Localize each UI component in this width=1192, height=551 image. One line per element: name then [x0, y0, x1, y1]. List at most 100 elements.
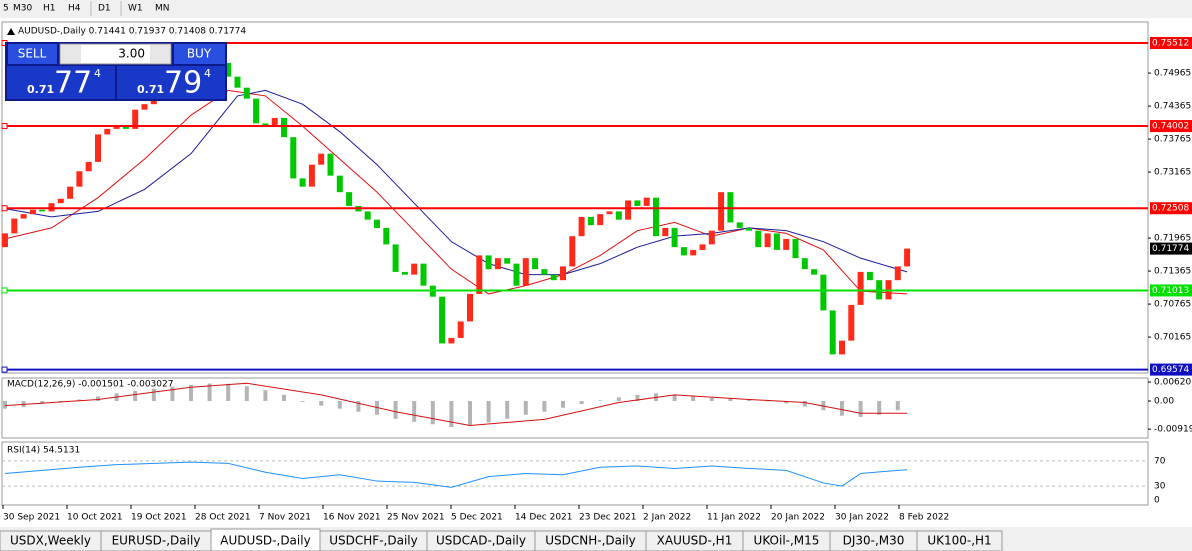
y-tick-label: 0.71965: [1154, 234, 1191, 244]
macd-bar: [802, 401, 807, 407]
macd-bar: [40, 401, 45, 405]
price-box[interactable]: [117, 66, 225, 99]
timeframe-button[interactable]: H4: [68, 4, 81, 14]
lot-down: [61, 45, 81, 63]
candle: [104, 128, 111, 135]
tab-label: EURUSD-,Daily: [112, 534, 201, 548]
candle: [894, 266, 901, 281]
macd-bar: [468, 401, 472, 426]
candle: [597, 214, 604, 226]
candle: [541, 269, 548, 275]
candle: [383, 227, 390, 245]
y-tick-label: 0.73165: [1154, 168, 1191, 178]
candle: [308, 164, 315, 187]
y-tick-label: 0.006201: [1154, 378, 1192, 388]
lot-up: [150, 45, 170, 63]
price-box[interactable]: [7, 66, 115, 99]
candle: [718, 192, 725, 231]
candle: [690, 249, 697, 256]
macd-bar: [542, 401, 547, 412]
level-label: 0.72508: [1152, 204, 1189, 214]
x-tick-label: 10 Oct 2021: [67, 513, 123, 523]
x-tick-label: 19 Oct 2021: [131, 513, 187, 523]
candle: [327, 153, 334, 176]
y-tick-label: 70: [1154, 456, 1166, 466]
candle: [262, 123, 269, 127]
candle: [476, 255, 483, 294]
macd-bar: [430, 401, 435, 425]
level-label: 0.75512: [1152, 39, 1189, 49]
tab-label: UKOil-,M15: [754, 534, 820, 548]
candle: [411, 263, 418, 275]
y-tick-label: 0.73765: [1154, 135, 1191, 145]
tab-label: USDX,Weekly: [10, 534, 91, 548]
timeframe-button[interactable]: H1: [43, 4, 56, 14]
candle: [643, 197, 650, 206]
x-tick-label: 25 Nov 2021: [387, 513, 445, 523]
price-fraction: 4: [204, 67, 211, 80]
level-label-box: [1150, 363, 1192, 376]
candle: [839, 340, 845, 355]
last-price-box: [1150, 242, 1192, 255]
candle: [401, 271, 408, 275]
tab-label: UK100-,H1: [927, 534, 991, 548]
x-tick-label: 14 Dec 2021: [515, 513, 573, 523]
candle: [76, 171, 83, 187]
lot-value: 3.00: [118, 47, 145, 61]
buy-button[interactable]: [174, 44, 225, 64]
rsi-panel: [1, 441, 1149, 506]
candle: [550, 274, 557, 281]
candle: [132, 109, 139, 129]
macd-bar: [133, 390, 138, 402]
macd-bar: [691, 396, 696, 402]
y-tick-label: 0.70165: [1154, 333, 1191, 343]
candle: [494, 258, 501, 270]
price-big: 0.71: [27, 83, 54, 96]
macd-bar: [486, 401, 491, 423]
level-label: 0.74002: [1152, 122, 1189, 132]
level-label: 0.69574: [1152, 365, 1189, 375]
timeframe-button[interactable]: 5: [3, 4, 9, 14]
macd-bar: [263, 390, 268, 402]
timeframe-button[interactable]: W1: [128, 4, 143, 14]
macd-bar: [244, 386, 249, 402]
rsi-line: [4, 461, 908, 488]
candle: [85, 161, 92, 172]
candle: [57, 198, 64, 204]
macd-bar: [226, 383, 231, 402]
timeframe-button[interactable]: MN: [155, 4, 170, 14]
candle: [467, 293, 473, 322]
tab[interactable]: [916, 530, 1003, 551]
sell-button[interactable]: [8, 44, 57, 64]
candle: [904, 248, 911, 267]
candle: [671, 227, 678, 248]
tab-label: USDCHF-,Daily: [329, 534, 417, 548]
candle: [336, 175, 343, 193]
x-tick-label: 2 Jan 2022: [643, 513, 691, 523]
macd-bar: [635, 394, 640, 402]
macd-bar: [747, 399, 751, 402]
candle: [522, 258, 529, 286]
macd-title: MACD(12,26,9) -0.001501 -0.003027: [7, 380, 173, 390]
candle: [290, 137, 297, 179]
candle: [848, 304, 855, 341]
timeframe-button[interactable]: D1: [98, 4, 111, 14]
x-tick-label: 30 Sep 2021: [3, 513, 60, 523]
candle: [392, 244, 399, 272]
tab-label: USDCNH-,Daily: [545, 534, 636, 548]
candle: [625, 200, 632, 220]
price-pips: 77: [54, 66, 92, 101]
candle: [29, 209, 36, 215]
candle: [318, 153, 325, 165]
lot-field[interactable]: [59, 43, 172, 65]
level-label-box: [1150, 284, 1192, 297]
candle: [680, 247, 687, 256]
candle: [615, 211, 622, 220]
timeframe-button[interactable]: M30: [13, 4, 32, 14]
candle: [820, 274, 827, 311]
y-tick-label: 0: [1154, 496, 1160, 506]
chart-header: AUDUSD-,Daily 0.71441 0.71937 0.71408 0.…: [18, 27, 246, 37]
macd-bar: [877, 401, 882, 415]
level-label-box: [1150, 37, 1192, 50]
candle: [653, 197, 659, 237]
